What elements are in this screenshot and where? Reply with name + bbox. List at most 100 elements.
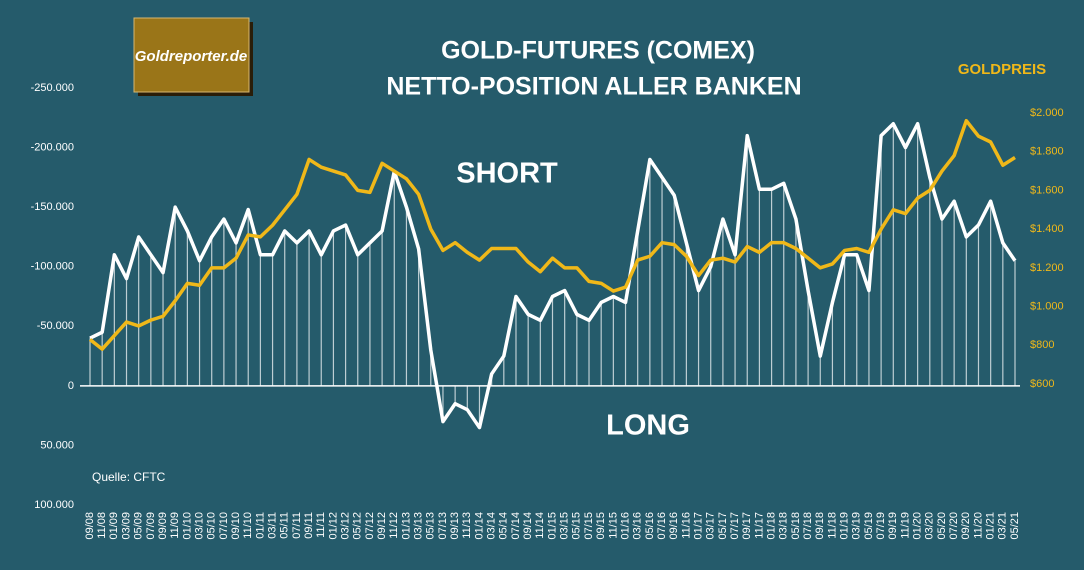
- x-tick-label: 07/12: [364, 512, 376, 540]
- x-tick-label: 01/13: [400, 512, 412, 540]
- x-tick-label: 07/13: [437, 512, 449, 540]
- x-tick-label: 01/19: [839, 512, 851, 540]
- x-tick-label: 05/16: [644, 512, 656, 540]
- y-tick-label: 100.000: [34, 499, 74, 511]
- x-tick-label: 01/15: [546, 512, 558, 540]
- y-tick-label: -200.000: [31, 141, 74, 153]
- x-tick-label: 07/16: [656, 512, 668, 540]
- x-tick-label: 03/13: [413, 512, 425, 540]
- x-tick-label: 05/10: [206, 512, 218, 540]
- y2-tick-label: $1.800: [1030, 146, 1064, 158]
- x-tick-label: 11/08: [96, 512, 108, 539]
- x-tick-label: 07/15: [583, 512, 595, 540]
- x-tick-label: 11/09: [169, 512, 181, 539]
- x-tick-label: 01/10: [181, 512, 193, 540]
- y2-tick-label: $2.000: [1030, 107, 1064, 119]
- x-tick-label: 07/18: [802, 512, 814, 540]
- x-tick-label: 03/20: [924, 512, 936, 540]
- y2-tick-label: $1.400: [1030, 223, 1064, 235]
- x-tick-label: 11/20: [972, 512, 984, 539]
- x-tick-label: 09/09: [157, 512, 169, 540]
- x-tick-label: 05/09: [133, 512, 145, 540]
- series-line: [88, 118, 1016, 351]
- x-tick-label: 03/19: [851, 512, 863, 540]
- x-tick-label: 03/10: [193, 512, 205, 540]
- x-tick-label: 03/17: [705, 512, 717, 540]
- x-tick-label: 03/09: [120, 512, 132, 540]
- x-tick-label: 01/12: [327, 512, 339, 540]
- x-tick-label: 11/10: [242, 512, 254, 539]
- y-tick-label: 50.000: [40, 439, 74, 451]
- x-tick-label: 01/09: [108, 512, 120, 540]
- x-tick-label: 11/12: [388, 512, 400, 539]
- x-tick-label: 01/18: [765, 512, 777, 540]
- y-tick-label: -50.000: [37, 320, 74, 332]
- x-tick-label: 09/17: [741, 512, 753, 540]
- x-tick-label: 01/17: [692, 512, 704, 540]
- x-tick-label: 09/13: [449, 512, 461, 540]
- x-tick-label: 05/21: [1009, 512, 1021, 540]
- x-tick-label: 03/16: [632, 512, 644, 540]
- x-tick-label: 09/12: [376, 512, 388, 540]
- x-tick-label: 07/10: [218, 512, 230, 540]
- x-tick-label: 09/08: [84, 512, 96, 540]
- x-tick-label: 05/11: [279, 512, 291, 539]
- x-tick-label: 11/17: [753, 512, 765, 539]
- annotation: SHORT: [456, 158, 558, 190]
- x-tick-label: 11/19: [899, 512, 911, 539]
- x-tick-label: 03/12: [339, 512, 351, 540]
- x-tick-label: 01/16: [619, 512, 631, 540]
- y-tick-label: -150.000: [31, 201, 74, 213]
- x-tick-label: 05/19: [863, 512, 875, 540]
- x-tick-label: 01/21: [985, 512, 997, 540]
- x-tick-label: 03/21: [997, 512, 1009, 540]
- x-tick-label: 07/11: [291, 512, 303, 539]
- x-tick-label: 11/15: [607, 512, 619, 539]
- x-tick-label: 03/15: [559, 512, 571, 540]
- x-tick-label: 05/14: [498, 512, 510, 540]
- x-tick-label: 05/15: [571, 512, 583, 540]
- y2-tick-label: $1.200: [1030, 262, 1064, 274]
- x-tick-label: 09/19: [887, 512, 899, 540]
- x-tick-label: 11/18: [826, 512, 838, 539]
- y2-tick-label: $1.000: [1030, 300, 1064, 312]
- logo-box: [133, 17, 250, 93]
- series-line: [89, 121, 1017, 430]
- x-tick-label: 03/14: [486, 512, 498, 540]
- x-tick-label: 09/20: [960, 512, 972, 540]
- x-tick-label: 01/11: [254, 512, 266, 539]
- y2-tick-label: $1.600: [1030, 184, 1064, 196]
- chart-title: GOLD-FUTURES (COMEX): [441, 37, 755, 65]
- x-tick-label: 09/15: [595, 512, 607, 540]
- x-tick-label: 11/16: [680, 512, 692, 539]
- x-tick-label: 05/17: [717, 512, 729, 540]
- logo: Goldreporter.de: [135, 48, 248, 65]
- x-tick-label: 07/09: [145, 512, 157, 540]
- annotation: LONG: [606, 410, 690, 442]
- x-tick-label: 05/12: [352, 512, 364, 540]
- chart-subtitle: NETTO-POSITION ALLER BANKEN: [386, 73, 801, 101]
- x-tick-label: 07/17: [729, 512, 741, 540]
- x-tick-label: 09/18: [814, 512, 826, 540]
- x-tick-label: 07/14: [510, 512, 522, 540]
- x-tick-label: 09/14: [522, 512, 534, 540]
- y2-tick-label: $600: [1030, 378, 1054, 390]
- y2-axis-label: GOLDPREIS: [958, 61, 1046, 78]
- y2-tick-label: $800: [1030, 339, 1054, 351]
- x-tick-label: 09/11: [303, 512, 315, 539]
- x-tick-label: 09/16: [668, 512, 680, 540]
- x-tick-label: 05/18: [790, 512, 802, 540]
- x-tick-label: 01/14: [473, 512, 485, 540]
- x-tick-label: 03/18: [778, 512, 790, 540]
- x-tick-label: 11/11: [315, 512, 327, 538]
- x-tick-label: 11/14: [534, 512, 546, 539]
- y-tick-label: -250.000: [31, 82, 74, 94]
- x-tick-label: 11/13: [461, 512, 473, 539]
- x-tick-label: 07/20: [948, 512, 960, 540]
- y-tick-label: -100.000: [31, 261, 74, 273]
- x-tick-label: 07/19: [875, 512, 887, 540]
- x-tick-label: 03/11: [266, 512, 278, 539]
- x-tick-label: 01/20: [912, 512, 924, 540]
- source: Quelle: CFTC: [92, 470, 166, 484]
